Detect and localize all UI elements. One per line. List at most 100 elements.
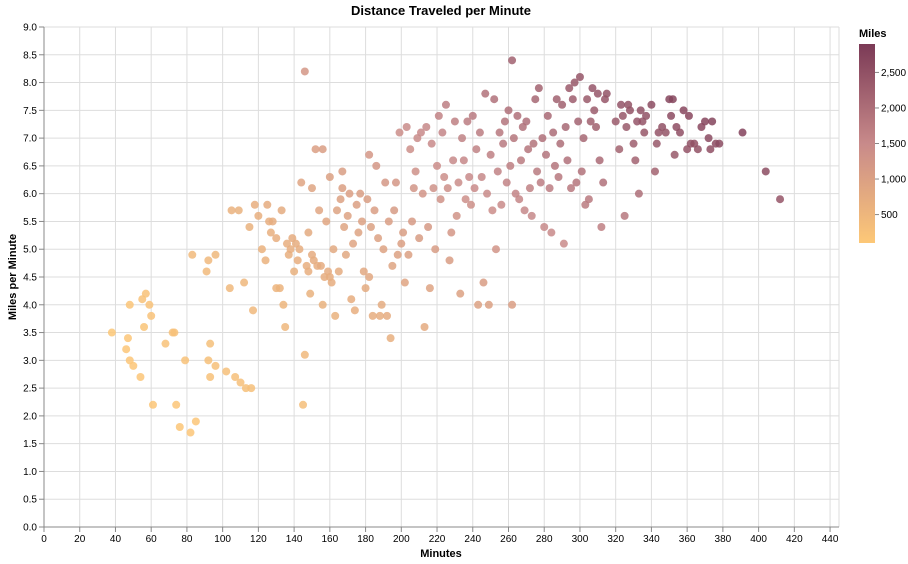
data-point bbox=[334, 267, 343, 276]
data-point bbox=[588, 84, 597, 93]
data-point bbox=[704, 134, 713, 143]
data-point bbox=[617, 100, 626, 109]
data-point bbox=[500, 117, 509, 126]
data-point bbox=[297, 178, 306, 187]
data-point bbox=[122, 345, 131, 354]
data-point bbox=[738, 128, 747, 137]
data-point bbox=[409, 184, 418, 193]
data-point bbox=[338, 184, 347, 193]
y-tick-label: 5.5 bbox=[23, 217, 37, 228]
data-point bbox=[540, 223, 549, 231]
data-point bbox=[307, 184, 316, 193]
data-point bbox=[599, 178, 608, 187]
data-point bbox=[668, 95, 677, 104]
data-point bbox=[388, 261, 397, 270]
data-point bbox=[488, 206, 497, 215]
data-point bbox=[424, 223, 433, 231]
data-point bbox=[652, 139, 661, 148]
data-point bbox=[463, 117, 472, 126]
data-point bbox=[354, 228, 363, 237]
x-tick-label: 180 bbox=[357, 534, 374, 545]
data-point bbox=[684, 111, 693, 120]
data-point bbox=[447, 228, 456, 237]
data-point bbox=[647, 100, 656, 109]
data-point bbox=[522, 117, 531, 126]
data-point bbox=[206, 339, 215, 348]
data-point bbox=[499, 139, 508, 148]
data-point bbox=[311, 145, 320, 154]
data-point bbox=[558, 100, 567, 109]
data-point bbox=[390, 206, 399, 215]
data-point bbox=[483, 189, 492, 198]
data-point bbox=[622, 123, 631, 131]
x-tick-label: 280 bbox=[536, 534, 553, 545]
data-point bbox=[493, 167, 502, 176]
data-point bbox=[257, 245, 266, 254]
data-point bbox=[415, 234, 424, 243]
data-point bbox=[472, 145, 481, 154]
x-tick-label: 300 bbox=[572, 534, 589, 545]
data-point bbox=[693, 145, 702, 154]
data-point bbox=[461, 195, 470, 204]
data-point bbox=[590, 106, 599, 115]
data-point bbox=[391, 178, 400, 187]
x-tick-label: 380 bbox=[715, 534, 732, 545]
x-tick-label: 200 bbox=[393, 534, 410, 545]
data-point bbox=[567, 184, 576, 193]
axes: 0 20 40 60 80 100 120 140 160 180 200 220 240 260 280 3… bbox=[23, 23, 839, 545]
x-tick-label: 140 bbox=[286, 534, 303, 545]
data-point bbox=[375, 311, 384, 320]
y-tick-label: 8.5 bbox=[23, 50, 37, 61]
data-point bbox=[534, 84, 543, 93]
data-point bbox=[136, 373, 145, 381]
data-point bbox=[222, 367, 231, 376]
data-point bbox=[602, 89, 611, 98]
data-point bbox=[408, 217, 417, 226]
data-point bbox=[459, 156, 468, 165]
data-point bbox=[384, 217, 393, 226]
x-tick-label: 0 bbox=[41, 534, 47, 545]
data-point bbox=[356, 189, 365, 198]
data-point bbox=[515, 195, 524, 204]
data-point bbox=[579, 134, 588, 143]
data-point bbox=[345, 189, 354, 198]
y-tick-label: 1.0 bbox=[23, 467, 37, 478]
color-legend: Miles 500 1,000 1,500 2,000 2,500 bbox=[859, 28, 906, 243]
data-point bbox=[272, 234, 281, 243]
data-point bbox=[249, 306, 258, 315]
data-point bbox=[374, 234, 383, 243]
data-point bbox=[286, 245, 295, 254]
data-point bbox=[670, 150, 679, 159]
data-point bbox=[565, 84, 574, 93]
chart-title: Distance Traveled per Minute bbox=[351, 3, 531, 18]
data-point bbox=[181, 356, 190, 365]
data-point bbox=[531, 95, 540, 104]
data-point bbox=[574, 117, 583, 126]
data-point bbox=[397, 239, 406, 248]
data-point bbox=[431, 245, 440, 254]
data-point bbox=[508, 56, 517, 65]
data-point bbox=[250, 200, 259, 209]
legend-tick-label: 1,000 bbox=[881, 175, 906, 186]
data-point bbox=[247, 384, 256, 393]
data-point bbox=[554, 173, 563, 181]
data-point bbox=[761, 167, 770, 176]
data-point bbox=[383, 311, 392, 320]
data-points bbox=[107, 56, 785, 437]
data-point bbox=[468, 111, 477, 120]
y-tick-label: 1.5 bbox=[23, 439, 37, 450]
data-point bbox=[517, 156, 525, 165]
data-point bbox=[575, 73, 584, 81]
data-point bbox=[281, 323, 290, 331]
data-point bbox=[359, 267, 368, 276]
data-point bbox=[436, 195, 445, 204]
data-point bbox=[347, 295, 356, 304]
y-tick-label: 2.5 bbox=[23, 384, 37, 395]
x-tick-label: 160 bbox=[321, 534, 338, 545]
data-point bbox=[570, 78, 579, 87]
data-point bbox=[204, 356, 213, 365]
data-point bbox=[236, 378, 245, 387]
data-point bbox=[404, 250, 413, 259]
data-point bbox=[504, 106, 513, 115]
data-point bbox=[300, 350, 309, 359]
